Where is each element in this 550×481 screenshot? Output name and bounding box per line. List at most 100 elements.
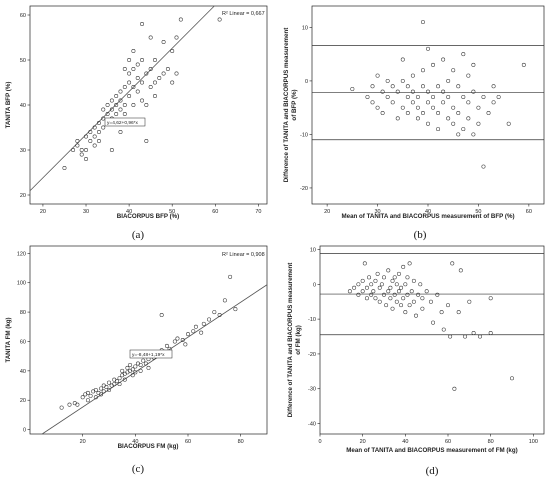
- data-point: [452, 386, 457, 391]
- data-point: [405, 292, 410, 297]
- data-point: [84, 148, 88, 152]
- data-point: [165, 67, 170, 71]
- data-point: [138, 368, 143, 373]
- data-point: [386, 289, 391, 294]
- data-point: [164, 343, 169, 348]
- x-tick-label: 40: [132, 439, 138, 445]
- data-point: [118, 89, 123, 94]
- x-tick-label: 60: [185, 439, 191, 445]
- y-axis-label-line-1: Difference of TANITA and BIACORPUS measu…: [283, 28, 290, 183]
- limit-lines: [312, 45, 544, 141]
- x-tick-label: 60: [445, 439, 451, 445]
- x-tick-label: 20: [324, 209, 330, 215]
- panel-d-fm-bland-altman: 0 20 40 60 80 100 -40 -30 -20 -10 0 10 Mean of TANI…: [287, 245, 545, 477]
- y-tick-label: 10: [302, 25, 308, 31]
- data-point: [436, 84, 441, 89]
- data-point: [170, 49, 175, 53]
- data-point: [451, 105, 456, 110]
- data-point: [435, 292, 440, 297]
- data-point: [456, 310, 461, 315]
- data-point: [401, 296, 406, 301]
- regression-line: [29, 5, 215, 192]
- data-points: [350, 20, 526, 169]
- data-point: [107, 387, 111, 392]
- data-point: [84, 134, 88, 139]
- data-point: [140, 58, 145, 62]
- data-point: [466, 73, 471, 78]
- data-point: [388, 285, 393, 290]
- data-point: [122, 377, 127, 382]
- data-point: [370, 100, 375, 105]
- data-point: [75, 402, 80, 407]
- data-point: [488, 331, 493, 336]
- data-point: [379, 282, 384, 287]
- data-point: [399, 285, 404, 290]
- data-point: [75, 143, 80, 148]
- data-point: [152, 94, 157, 98]
- data-point: [466, 116, 471, 121]
- data-point: [191, 329, 196, 334]
- data-point: [141, 358, 146, 363]
- x-tick-label: 60: [212, 209, 218, 215]
- data-point: [144, 103, 149, 107]
- y-tick-label: 80: [20, 310, 26, 316]
- data-point: [401, 264, 406, 269]
- data-point: [217, 17, 222, 22]
- data-point: [491, 100, 496, 105]
- data-point: [96, 139, 101, 143]
- data-point: [143, 361, 148, 366]
- data-point: [122, 67, 127, 71]
- data-point: [461, 127, 466, 132]
- data-point: [394, 282, 399, 287]
- data-point: [415, 116, 420, 121]
- data-point: [458, 268, 463, 273]
- data-point: [390, 306, 395, 311]
- data-point: [367, 275, 372, 280]
- data-point: [369, 282, 374, 287]
- data-point: [144, 139, 149, 143]
- data-point: [420, 296, 425, 301]
- y-tick-label: -30: [308, 387, 316, 393]
- data-point: [75, 139, 80, 143]
- data-point: [88, 139, 93, 143]
- r2-label: R² Linear = 0,908: [222, 252, 265, 258]
- data-point: [386, 268, 391, 273]
- data-point: [193, 324, 198, 329]
- data-point: [84, 157, 88, 161]
- limit-lines: [320, 253, 544, 336]
- r2-label: R² Linear = 0,667: [222, 11, 265, 17]
- data-point: [431, 320, 436, 325]
- data-point: [446, 303, 450, 308]
- data-point: [448, 334, 453, 339]
- data-point: [130, 367, 135, 372]
- data-point: [140, 22, 145, 26]
- data-point: [186, 332, 190, 337]
- data-point: [135, 62, 140, 67]
- data-point: [405, 275, 410, 280]
- data-point: [92, 125, 97, 130]
- data-point: [375, 73, 380, 78]
- data-point: [375, 105, 380, 110]
- data-point: [178, 17, 183, 22]
- y-tick-label: 60: [20, 13, 26, 19]
- data-point: [131, 103, 136, 107]
- data-point: [456, 132, 461, 137]
- data-point: [170, 80, 175, 85]
- data-point: [385, 94, 390, 99]
- data-point: [152, 80, 157, 85]
- data-point: [420, 111, 425, 116]
- data-point: [144, 71, 149, 76]
- data-point: [101, 389, 106, 394]
- x-tick-label: 0: [318, 439, 321, 445]
- data-point: [201, 321, 206, 326]
- data-point: [92, 134, 97, 139]
- data-point: [426, 100, 430, 105]
- y-tick-label: -10: [300, 132, 308, 138]
- data-point: [157, 76, 162, 80]
- data-point: [131, 49, 136, 53]
- y-tick-label: -20: [300, 186, 308, 192]
- data-point: [233, 307, 238, 312]
- data-point: [446, 116, 451, 121]
- data-point: [371, 289, 376, 294]
